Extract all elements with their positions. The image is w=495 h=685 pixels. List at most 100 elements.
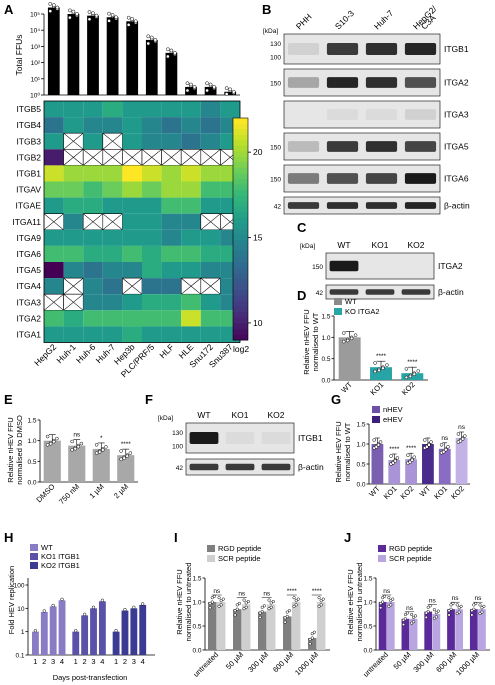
blot-band [365, 141, 398, 152]
h-bar [121, 610, 129, 655]
G-point [463, 434, 467, 438]
G-point [446, 445, 450, 449]
heatmap-cell [181, 229, 201, 246]
colorbar-segment [233, 317, 248, 324]
heatmap-cell [142, 197, 162, 214]
E-significance: **** [121, 441, 132, 448]
D-xtick-label: WT [339, 380, 354, 395]
blot-lane-label: KO1 [231, 410, 248, 420]
D-point [341, 331, 346, 335]
blot-lane-label: WT [197, 410, 210, 420]
panel-a-point [146, 41, 151, 46]
J-ytick-label: 1.5 [363, 576, 372, 583]
blot-band [404, 43, 437, 55]
heatmap-cell [63, 262, 84, 279]
heatmap-cell [200, 310, 221, 327]
I-legend-label: SCR peptide [218, 554, 261, 563]
colorbar-segment [233, 123, 248, 130]
panel-label-f: F [145, 392, 153, 407]
G-ytick-label: 1.0 [356, 442, 365, 449]
blot-protein-label: ITGA2 [438, 261, 463, 271]
h-day-label: 4 [141, 657, 145, 666]
G-point [376, 443, 381, 447]
panel-h-xlabel: Days post-transfection [53, 673, 128, 682]
E-ytick-label: 0.5 [27, 459, 36, 466]
I-bar [283, 616, 292, 650]
I-point [233, 613, 237, 617]
G-legend-swatch [372, 406, 380, 413]
panel-c-kda: [kDa] [300, 243, 315, 250]
panel-a-bar [145, 39, 158, 95]
h-bar [49, 606, 57, 655]
heatmap-cell [83, 229, 103, 246]
E-point [94, 443, 99, 447]
heatmap-col-label: HepG2 [32, 342, 58, 368]
blot-marker-label: 100 [172, 444, 183, 451]
colorbar-segment [233, 273, 248, 280]
panel-a-point [71, 9, 76, 14]
h-day-label: 1 [74, 657, 78, 666]
heatmap-row-label: ITGA5 [16, 265, 41, 275]
J-point [470, 613, 474, 617]
I-point [271, 599, 275, 604]
G-legend-swatch [372, 416, 380, 423]
heatmap-cell [44, 101, 64, 118]
G-bar [455, 438, 468, 484]
heatmap-cell [200, 229, 221, 246]
colorbar-segment [233, 212, 248, 219]
G-point [391, 461, 395, 465]
blot-marker-label: 150 [270, 81, 281, 88]
h-day-label: 4 [100, 657, 104, 666]
heatmap-cell [83, 117, 103, 134]
heatmap-cell [83, 262, 103, 279]
panel-d-ylabel2: normalised to WT [311, 312, 320, 371]
E-point [45, 443, 50, 447]
J-point [455, 603, 459, 607]
D-bar [338, 337, 361, 380]
heatmap-row-label: ITGB2 [16, 152, 41, 162]
J-point [432, 616, 436, 620]
panel-a-ytick-label: 10¹ [31, 76, 41, 83]
heatmap-cross [83, 149, 103, 166]
heatmap-cross [63, 293, 84, 311]
blot-band [404, 173, 437, 184]
colorbar-segment [233, 312, 248, 319]
heatmap-cross [102, 132, 123, 150]
panel-a-point [130, 17, 135, 21]
colorbar-tick-label: 20 [253, 147, 263, 157]
heatmap-cell [161, 197, 182, 214]
h-bar [130, 608, 138, 655]
colorbar-segment [233, 190, 248, 197]
J-significance: ns [474, 595, 482, 602]
I-point [260, 610, 264, 614]
panel-d-chart: Relative nHEV FFU normalised to WT 0.0 0.… [302, 297, 428, 397]
heatmap-col-label: Huh-1 [54, 342, 78, 366]
heatmap-cell [161, 133, 182, 150]
D-point [416, 369, 421, 373]
colorbar-segment [233, 295, 248, 302]
blot-band [365, 109, 398, 120]
heatmap-row-label: ITGAE [15, 201, 41, 211]
panel-a-point [212, 85, 216, 89]
I-ytick-label: 1.5 [192, 576, 201, 583]
heatmap-cell [83, 165, 103, 182]
heatmap-cell [83, 133, 103, 150]
heatmap-row-label: ITGA4 [16, 281, 41, 291]
D-legend-label: KO ITGA2 [345, 307, 380, 316]
panel-a-bar [126, 21, 139, 95]
h-bar [139, 604, 147, 655]
J-point [387, 596, 391, 600]
panel-e-ylabel2: normalised to DMSO [15, 415, 24, 485]
heatmap-cell [122, 165, 142, 182]
panel-a-point [146, 34, 151, 39]
panel-e-chart: Relative nHEV FFU normalised to DMSO 0.0… [6, 415, 138, 506]
panel-a-point [224, 92, 229, 96]
blot-band [404, 77, 437, 88]
I-point [258, 611, 262, 615]
panel-a-bar [204, 86, 217, 95]
heatmap-cell [83, 245, 103, 262]
heatmap-cell [161, 213, 182, 230]
J-point [478, 611, 482, 616]
G-point [412, 455, 417, 459]
colorbar-segment [233, 151, 248, 158]
